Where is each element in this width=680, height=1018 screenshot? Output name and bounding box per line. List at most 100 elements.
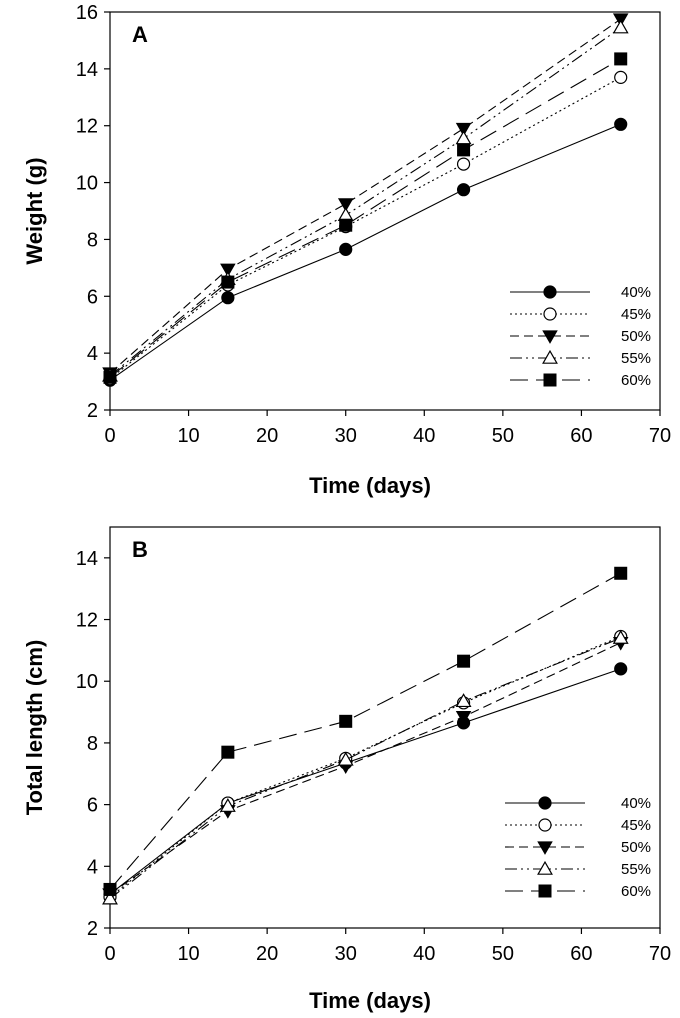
y-tick-label: 6 (87, 795, 98, 817)
x-tick-label: 50 (492, 425, 514, 447)
series-line (109, 668, 621, 895)
data-point (221, 275, 235, 289)
y-tick-label: 2 (87, 918, 98, 940)
data-point (612, 629, 629, 644)
x-tick-label: 10 (177, 943, 199, 965)
legend-marker (543, 285, 557, 299)
data-point (614, 566, 628, 580)
legend-marker (542, 330, 558, 344)
x-tick-label: 40 (413, 943, 435, 965)
series-60pct (103, 566, 628, 896)
x-tick-label: 70 (649, 943, 671, 965)
data-point (455, 711, 472, 725)
y-axis-title: Weight (g) (22, 157, 47, 264)
data-point (612, 19, 629, 34)
data-point (339, 218, 353, 232)
y-tick-label: 16 (76, 2, 98, 24)
series-40pct (103, 117, 628, 387)
x-tick-label: 20 (256, 943, 278, 965)
legend-label: 45% (621, 817, 651, 834)
x-tick-label: 40 (413, 425, 435, 447)
data-point (220, 263, 236, 278)
legend: 40% 45% 50% 55% 60% (505, 795, 651, 900)
data-point (103, 882, 117, 896)
data-point (219, 798, 236, 812)
series-line (109, 123, 621, 381)
data-point (221, 291, 235, 305)
x-tick-label: 30 (335, 943, 357, 965)
data-point (337, 198, 354, 212)
y-tick-label: 2 (87, 400, 98, 422)
legend-marker (542, 349, 558, 364)
y-tick-label: 12 (76, 116, 98, 138)
data-point (455, 130, 472, 145)
panel-label: B (132, 537, 148, 562)
legend: 40% 45% 50% 55% 60% (510, 284, 651, 389)
legend-label: 55% (621, 350, 651, 367)
legend-marker (538, 818, 552, 832)
series-55pct (102, 19, 629, 382)
data-point (614, 662, 628, 676)
legend-label: 40% (621, 284, 651, 301)
x-axis-title: Time (days) (309, 988, 431, 1013)
x-tick-label: 50 (492, 943, 514, 965)
x-tick-label: 20 (256, 425, 278, 447)
series-60pct (103, 52, 628, 384)
legend-marker (537, 860, 553, 875)
series-line (109, 58, 621, 378)
series-line (109, 27, 622, 377)
series-45pct (103, 629, 628, 904)
legend-label: 60% (621, 372, 651, 389)
legend-marker (543, 373, 557, 387)
x-tick-label: 0 (104, 425, 115, 447)
panel-label: A (132, 22, 148, 47)
series-line (109, 18, 622, 374)
legend-label: 50% (621, 328, 651, 345)
data-point (614, 52, 628, 66)
legend-label: 45% (621, 306, 651, 323)
data-point (102, 890, 118, 905)
data-point (103, 370, 117, 384)
y-tick-label: 10 (76, 671, 98, 693)
legend-label: 40% (621, 795, 651, 812)
y-tick-label: 8 (87, 229, 98, 251)
legend-label: 50% (621, 839, 651, 856)
x-tick-label: 60 (570, 425, 592, 447)
data-point (457, 143, 471, 157)
data-point (221, 745, 235, 759)
x-axis-title: Time (days) (309, 473, 431, 498)
data-point (457, 654, 471, 668)
data-point (614, 117, 628, 131)
plot-frame (109, 526, 661, 929)
y-tick-label: 10 (76, 173, 98, 195)
series-line (109, 635, 621, 898)
data-point (339, 242, 353, 256)
series-line (109, 642, 621, 895)
data-point (339, 714, 353, 728)
series-line (109, 637, 621, 900)
x-tick-label: 70 (649, 425, 671, 447)
data-point (455, 122, 472, 137)
y-tick-label: 4 (87, 343, 98, 365)
data-point (456, 157, 471, 171)
data-point (337, 207, 354, 222)
data-point (337, 751, 354, 766)
series-40pct (103, 662, 628, 901)
y-tick-label: 8 (87, 733, 98, 755)
y-tick-label: 6 (87, 286, 98, 308)
x-tick-label: 10 (177, 425, 199, 447)
series-55pct (102, 629, 629, 905)
series-line (109, 76, 621, 380)
data-point (455, 693, 472, 708)
series-50pct (102, 13, 629, 381)
x-tick-label: 60 (570, 943, 592, 965)
series-50pct (102, 636, 629, 902)
data-point (614, 70, 628, 84)
legend-marker (538, 884, 552, 898)
data-point (456, 183, 471, 197)
chart-panel-b: B 0 10 20 30 40 50 60 70 2 4 6 8 10 12 14 Time (days) Tot… (22, 526, 671, 1013)
legend-marker (538, 796, 552, 810)
y-tick-label: 14 (76, 59, 98, 81)
y-tick-label: 14 (76, 548, 98, 570)
